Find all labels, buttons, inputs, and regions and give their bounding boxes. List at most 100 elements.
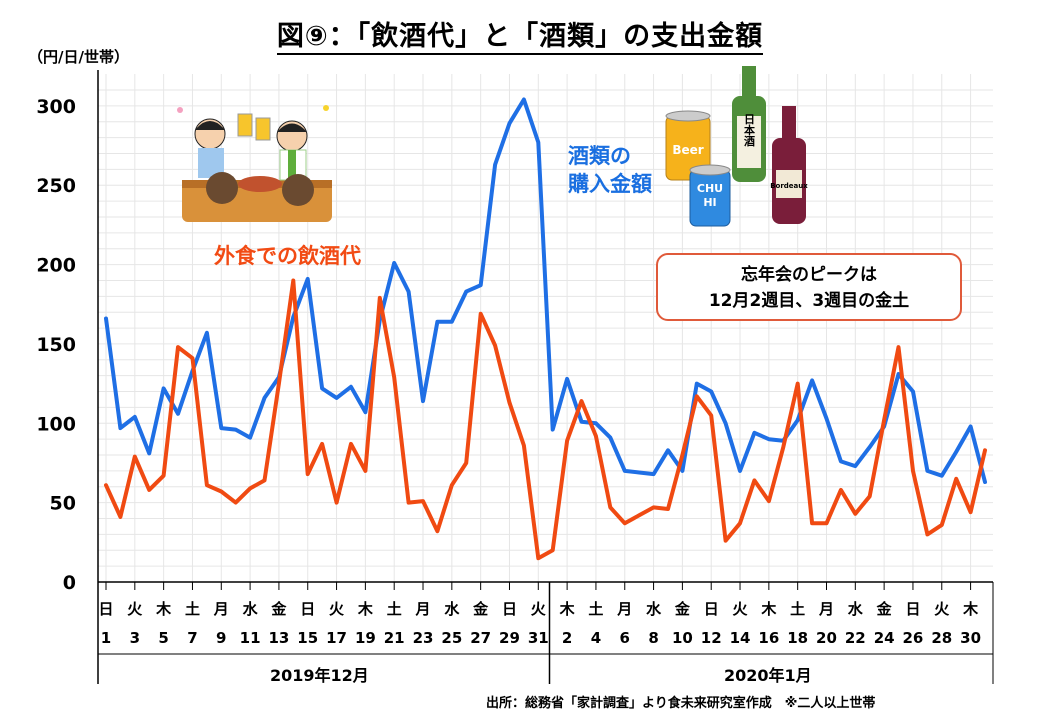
data-point-eating-out-drinks <box>219 490 223 494</box>
data-point-alcohol-purchase <box>752 431 756 435</box>
data-point-eating-out-drinks <box>940 523 944 527</box>
data-point-eating-out-drinks <box>407 501 411 505</box>
chuhi-can-label-2: HI <box>703 196 716 209</box>
data-point-eating-out-drinks <box>176 345 180 349</box>
x-tick-weekday: 土 <box>387 600 402 618</box>
data-point-eating-out-drinks <box>652 505 656 509</box>
data-point-eating-out-drinks <box>392 375 396 379</box>
data-point-alcohol-purchase <box>507 121 511 125</box>
x-tick-weekday: 火 <box>329 600 345 618</box>
x-tick-day: 11 <box>240 629 261 647</box>
data-point-alcohol-purchase <box>219 426 223 430</box>
data-point-eating-out-drinks <box>666 507 670 511</box>
data-point-alcohol-purchase <box>666 448 670 452</box>
x-tick-day: 10 <box>672 629 693 647</box>
data-point-eating-out-drinks <box>306 472 310 476</box>
data-point-alcohol-purchase <box>407 290 411 294</box>
series-line-eating-out-drinks <box>104 278 987 561</box>
data-point-eating-out-drinks <box>594 434 598 438</box>
x-tick-day: 27 <box>470 629 491 647</box>
x-tick-day: 22 <box>845 629 866 647</box>
x-tick-weekday: 日 <box>704 600 719 618</box>
data-point-alcohol-purchase <box>983 480 987 484</box>
chart-title: 図⑨：「飲酒代」と「酒類」の支出金額 <box>0 14 1040 55</box>
data-point-alcohol-purchase <box>911 390 915 394</box>
data-point-eating-out-drinks <box>637 513 641 517</box>
x-tick-weekday: 金 <box>876 600 893 618</box>
data-point-eating-out-drinks <box>421 499 425 503</box>
x-tick-day: 1 <box>101 629 111 647</box>
x-tick-day: 18 <box>787 629 808 647</box>
data-point-alcohol-purchase <box>695 382 699 386</box>
series-lines <box>104 97 987 561</box>
data-point-alcohol-purchase <box>104 317 108 321</box>
data-point-eating-out-drinks <box>868 494 872 498</box>
y-tick-label: 0 <box>63 572 76 594</box>
data-point-eating-out-drinks <box>709 413 713 417</box>
x-tick-day: 17 <box>326 629 347 647</box>
series-label-eating-out-drinks: 外食での飲酒代 <box>214 244 361 268</box>
data-point-eating-out-drinks <box>724 539 728 543</box>
data-point-alcohol-purchase <box>248 436 252 440</box>
x-tick-weekday: 木 <box>962 600 979 618</box>
data-point-alcohol-purchase <box>954 450 958 454</box>
data-point-eating-out-drinks <box>551 548 555 552</box>
data-point-alcohol-purchase <box>176 412 180 416</box>
data-point-alcohol-purchase <box>450 320 454 324</box>
data-point-eating-out-drinks <box>507 401 511 405</box>
x-tick-weekday: 木 <box>559 600 576 618</box>
x-tick-weekday: 月 <box>415 600 431 618</box>
x-tick-weekday: 火 <box>531 600 547 618</box>
data-point-eating-out-drinks <box>335 501 339 505</box>
data-point-alcohol-purchase <box>464 290 468 294</box>
data-point-eating-out-drinks <box>882 418 886 422</box>
annotation-callout: 忘年会のピークは 12月2週目、3週目の金土 <box>656 253 962 321</box>
data-point-alcohol-purchase <box>824 417 828 421</box>
y-axis-ticks: 0 50 100 150 200 250 300 <box>36 96 76 594</box>
data-point-eating-out-drinks <box>118 515 122 519</box>
x-tick-weekday: 月 <box>213 600 229 618</box>
x-tick-weekday: 木 <box>155 600 172 618</box>
data-point-alcohol-purchase <box>479 283 483 287</box>
data-point-eating-out-drinks <box>824 521 828 525</box>
month-label-dec-2019: 2019年12月 <box>270 666 369 685</box>
chart-title-text: 図⑨：「飲酒代」と「酒類」の支出金額 <box>276 21 764 55</box>
x-tick-weekday: 日 <box>98 600 113 618</box>
x-tick-day: 9 <box>216 629 226 647</box>
data-point-eating-out-drinks <box>897 345 901 349</box>
annotation-line2: 12月2週目、3週目の金土 <box>708 291 910 311</box>
data-point-eating-out-drinks <box>479 312 483 316</box>
drinking-party-illustration <box>177 105 332 222</box>
data-point-eating-out-drinks <box>969 510 973 514</box>
y-tick-label: 200 <box>36 255 76 277</box>
data-point-eating-out-drinks <box>162 474 166 478</box>
y-tick-label: 250 <box>36 175 76 197</box>
data-point-alcohol-purchase <box>363 410 367 414</box>
data-point-eating-out-drinks <box>738 521 742 525</box>
x-tick-weekday: 日 <box>502 600 517 618</box>
x-tick-weekday: 日 <box>300 600 315 618</box>
data-point-alcohol-purchase <box>868 445 872 449</box>
series-label-alcohol-purchase: 酒類の 購入金額 <box>568 142 652 198</box>
data-point-alcohol-purchase <box>551 428 555 432</box>
data-point-alcohol-purchase <box>335 396 339 400</box>
x-tick-weekday: 土 <box>588 600 603 618</box>
data-point-alcohol-purchase <box>724 421 728 425</box>
data-point-alcohol-purchase <box>522 98 526 102</box>
x-tick-day: 4 <box>591 629 601 647</box>
data-point-eating-out-drinks <box>133 455 137 459</box>
x-tick-day: 28 <box>931 629 952 647</box>
x-tick-weekday: 水 <box>243 600 259 618</box>
data-point-eating-out-drinks <box>104 483 108 487</box>
data-point-alcohol-purchase <box>608 436 612 440</box>
x-tick-day: 8 <box>648 629 658 647</box>
data-point-alcohol-purchase <box>709 390 713 394</box>
data-point-alcohol-purchase <box>680 469 684 473</box>
x-tick-weekday: 木 <box>357 600 374 618</box>
x-tick-weekday: 土 <box>790 600 805 618</box>
x-tick-weekday: 水 <box>848 600 864 618</box>
annotation-line1: 忘年会のピークは <box>741 265 877 285</box>
data-point-alcohol-purchase <box>925 469 929 473</box>
data-point-eating-out-drinks <box>248 486 252 490</box>
